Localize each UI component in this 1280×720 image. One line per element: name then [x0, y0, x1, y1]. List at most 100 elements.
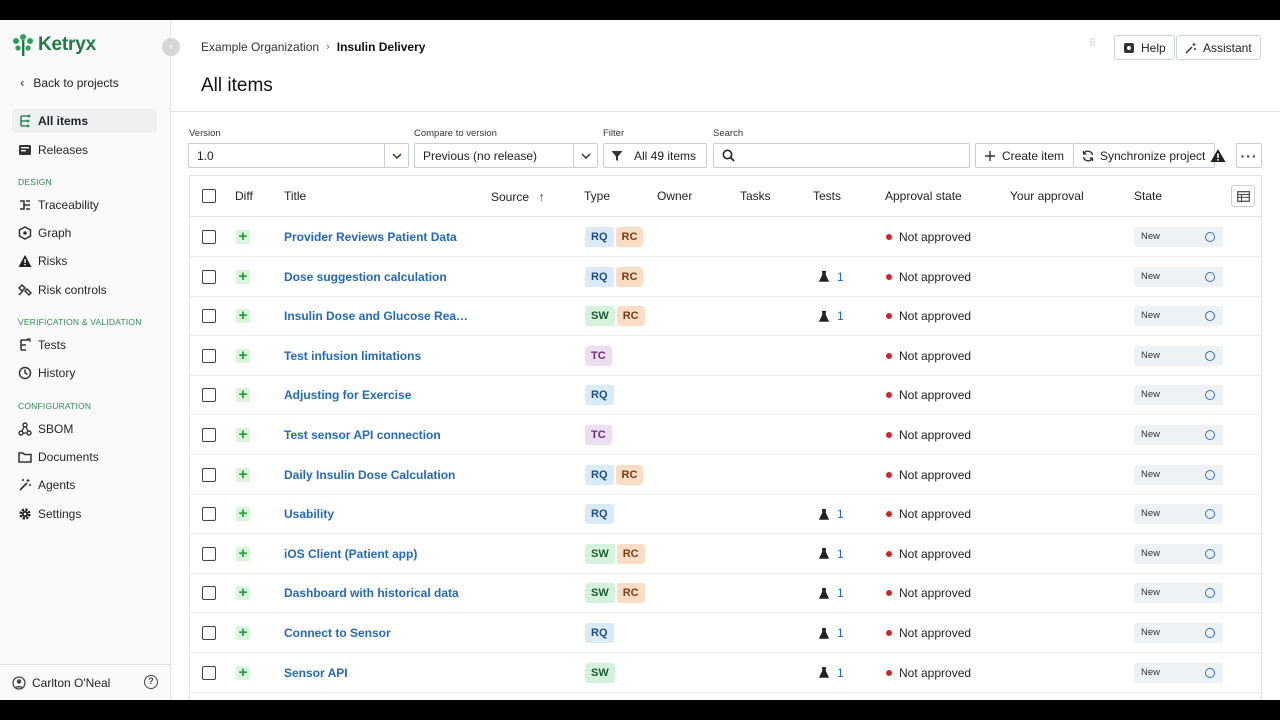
- state-select[interactable]: New: [1134, 425, 1223, 445]
- state-select[interactable]: New: [1134, 227, 1223, 247]
- table-row[interactable]: + Dashboard with historical data SW RC 1 Not …: [190, 573, 1261, 614]
- item-title-link[interactable]: Connect to Sensor: [284, 626, 391, 640]
- row-checkbox[interactable]: [202, 546, 216, 561]
- row-checkbox[interactable]: [202, 230, 216, 244]
- item-title-link[interactable]: Provider Reviews Patient Data: [284, 230, 457, 244]
- table-row[interactable]: + Sensor API SW 1 Not approved New: [190, 653, 1261, 693]
- row-checkbox[interactable]: [202, 586, 216, 601]
- sidebar-item-documents[interactable]: Documents: [12, 445, 157, 469]
- table-row[interactable]: + Adjusting for Exercise RQ Not approved New: [190, 375, 1261, 416]
- column-type[interactable]: Type: [584, 189, 611, 203]
- item-title-link[interactable]: Daily Insulin Dose Calculation: [284, 467, 456, 482]
- tests-count[interactable]: 1: [819, 270, 844, 284]
- row-checkbox[interactable]: [202, 428, 216, 442]
- item-title-link[interactable]: iOS Client (Patient app): [284, 546, 418, 561]
- item-title-link[interactable]: Usability: [284, 507, 335, 522]
- back-to-projects-link[interactable]: ‹ Back to projects: [20, 75, 119, 90]
- graph-icon: [18, 226, 32, 240]
- item-title-link[interactable]: Test sensor API connection: [284, 428, 441, 442]
- column-diff[interactable]: Diff: [235, 189, 253, 203]
- tests-count[interactable]: 1: [819, 586, 844, 600]
- warning-icon[interactable]: [1210, 148, 1226, 163]
- item-title-link[interactable]: Insulin Dose and Glucose Reading ...: [284, 309, 472, 324]
- row-checkbox[interactable]: [202, 467, 216, 482]
- row-checkbox[interactable]: [202, 269, 216, 284]
- item-title-link[interactable]: Dose suggestion calculation: [284, 269, 447, 284]
- table-row[interactable]: + Test infusion limitations TC Not approved…: [190, 336, 1261, 376]
- table-row[interactable]: + iOS Client (Patient app) SW RC 1 Not approv…: [190, 534, 1261, 574]
- column-approval-state[interactable]: Approval state: [885, 189, 962, 203]
- column-owner[interactable]: Owner: [657, 189, 693, 203]
- ketryx-logo[interactable]: Ketryx: [12, 32, 96, 58]
- sidebar-item-releases[interactable]: Releases: [12, 138, 157, 162]
- select-all-checkbox[interactable]: [202, 189, 216, 203]
- column-tests[interactable]: Tests: [813, 189, 842, 203]
- column-state[interactable]: State: [1134, 189, 1163, 203]
- table-row[interactable]: + Dose suggestion calculation RQ RC 1 Not app…: [190, 257, 1261, 297]
- row-checkbox[interactable]: [202, 388, 216, 403]
- help-button[interactable]: Help: [1114, 35, 1175, 60]
- column-your-approval[interactable]: Your approval: [1010, 189, 1084, 203]
- more-options-button[interactable]: ···: [1236, 143, 1262, 168]
- row-checkbox[interactable]: [202, 507, 216, 522]
- compare-version-select[interactable]: Previous (no release): [414, 143, 598, 168]
- collapse-sidebar-button[interactable]: ‹: [162, 38, 180, 56]
- state-select[interactable]: New: [1134, 385, 1223, 406]
- table-row[interactable]: + Connect to Sensor RQ 1 Not approved New: [190, 613, 1261, 653]
- row-checkbox[interactable]: [202, 665, 216, 680]
- row-checkbox[interactable]: [202, 348, 216, 363]
- breadcrumb-org[interactable]: Example Organization: [201, 40, 320, 54]
- assistant-button[interactable]: Assistant: [1176, 35, 1261, 60]
- state-select[interactable]: New: [1134, 543, 1223, 564]
- sidebar-item-all-items[interactable]: All items: [12, 109, 157, 133]
- item-title-link[interactable]: Test infusion limitations: [284, 348, 422, 363]
- state-select[interactable]: New: [1134, 662, 1223, 683]
- sidebar-item-tests[interactable]: Tests: [12, 333, 157, 357]
- table-row[interactable]: + Provider Reviews Patient Data RQ RC Not ap…: [190, 217, 1261, 257]
- sidebar-item-sbom[interactable]: SBOM: [12, 417, 157, 441]
- table-row[interactable]: + Usability RQ 1 Not approved New: [190, 494, 1261, 535]
- tests-count[interactable]: 1: [819, 547, 844, 561]
- sidebar-item-risks[interactable]: Risks: [12, 249, 157, 273]
- column-title[interactable]: Title: [284, 189, 307, 203]
- create-item-button[interactable]: Create item: [975, 143, 1075, 168]
- state-select[interactable]: New: [1134, 583, 1223, 604]
- drag-handle-icon[interactable]: ⠿: [1089, 38, 1096, 49]
- state-select[interactable]: New: [1134, 345, 1223, 366]
- state-circle-icon: [1205, 390, 1215, 401]
- state-select[interactable]: New: [1134, 623, 1223, 643]
- item-title-link[interactable]: Sensor API: [284, 665, 348, 680]
- tests-count[interactable]: 1: [819, 626, 844, 640]
- sidebar-item-traceability[interactable]: Traceability: [12, 193, 157, 217]
- search-input[interactable]: [741, 148, 961, 163]
- help-circle-icon[interactable]: ?: [144, 675, 158, 689]
- breadcrumb-project[interactable]: Insulin Delivery: [336, 40, 426, 54]
- row-checkbox[interactable]: [202, 626, 216, 640]
- row-checkbox[interactable]: [202, 309, 216, 324]
- table-row[interactable]: + Daily Insulin Dose Calculation RQ RC Not a…: [190, 455, 1261, 495]
- table-row[interactable]: + Test sensor API connection TC Not approve…: [190, 415, 1261, 455]
- column-source[interactable]: Source ↑: [491, 189, 545, 204]
- table-row[interactable]: + Insulin Dose and Glucose Reading ... SWR…: [190, 296, 1261, 337]
- tests-count[interactable]: 1: [819, 309, 844, 323]
- version-select[interactable]: 1.0: [188, 143, 409, 168]
- sidebar-item-agents[interactable]: Agents: [12, 473, 157, 497]
- state-select[interactable]: New: [1134, 464, 1223, 485]
- sidebar-item-history[interactable]: History: [12, 361, 157, 385]
- synchronize-project-button[interactable]: Synchronize project: [1073, 143, 1216, 168]
- sidebar-item-graph[interactable]: Graph: [12, 221, 157, 245]
- tests-count[interactable]: 1: [819, 507, 844, 521]
- sidebar-item-settings[interactable]: Settings: [12, 502, 157, 526]
- search-field[interactable]: [713, 143, 970, 168]
- sidebar-item-risk-controls[interactable]: Risk controls: [12, 278, 157, 302]
- item-title-link[interactable]: Dashboard with historical data: [284, 586, 459, 601]
- column-settings-button[interactable]: [1231, 185, 1255, 207]
- state-select[interactable]: New: [1134, 504, 1223, 525]
- filter-button[interactable]: All 49 items: [603, 143, 707, 168]
- tests-count[interactable]: 1: [819, 666, 844, 680]
- user-menu[interactable]: Carlton O'Neal ?: [0, 664, 170, 700]
- column-tasks[interactable]: Tasks: [740, 189, 771, 203]
- state-select[interactable]: New: [1134, 306, 1223, 327]
- state-select[interactable]: New: [1134, 266, 1223, 287]
- item-title-link[interactable]: Adjusting for Exercise: [284, 388, 412, 403]
